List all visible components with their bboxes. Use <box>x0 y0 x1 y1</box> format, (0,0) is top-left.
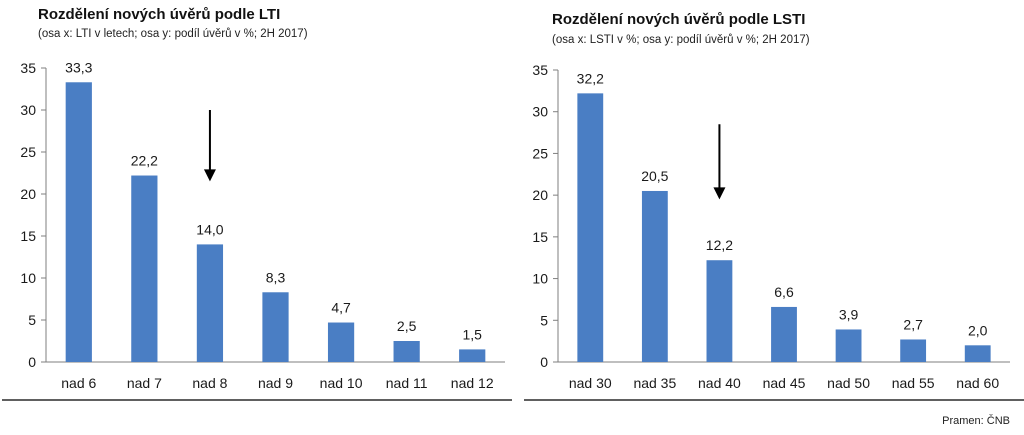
x-tick-label: nad 50 <box>827 375 870 391</box>
x-tick-label: nad 30 <box>569 375 612 391</box>
data-label: 4,7 <box>331 300 351 316</box>
bar <box>196 244 224 362</box>
data-label: 2,5 <box>397 318 417 334</box>
x-tick-label: nad 7 <box>127 375 162 391</box>
bar <box>706 260 733 362</box>
bar <box>641 190 668 362</box>
bar <box>900 339 927 362</box>
y-tick-label: 20 <box>532 187 548 203</box>
x-tick-label: nad 40 <box>698 375 741 391</box>
y-tick-label: 30 <box>532 104 548 120</box>
bar-chart-lsti: 0 5 10 15 20 25 30 35 32,2 nad 30 20,5 nad 35 12,2 na… <box>524 62 1024 401</box>
bar <box>393 341 420 362</box>
y-tick-label: 15 <box>532 229 548 245</box>
y-tick-label: 30 <box>20 102 36 118</box>
data-label: 33,3 <box>65 59 92 75</box>
y-tick-label: 0 <box>28 354 36 370</box>
chart-panel-lsti: Rozdělení nových úvěrů podle LSTI (osa x… <box>512 0 1024 410</box>
data-label: 8,3 <box>266 269 286 285</box>
x-tick-label: nad 11 <box>386 375 428 391</box>
data-label: 2,0 <box>968 322 988 338</box>
y-tick-label: 20 <box>20 186 36 202</box>
data-label: 32,2 <box>577 70 604 86</box>
arrow-head-icon <box>203 169 216 182</box>
y-tick-label: 35 <box>20 60 36 76</box>
y-tick-label: 10 <box>532 271 548 287</box>
x-tick-label: nad 35 <box>633 375 676 391</box>
y-tick-label: 35 <box>532 62 548 78</box>
bar <box>835 329 862 362</box>
chart-panel-lti: Rozdělení nových úvěrů podle LTI (osa x:… <box>0 0 512 410</box>
bar <box>262 292 289 362</box>
chart-title: Rozdělení nových úvěrů podle LTI <box>38 6 281 23</box>
data-label: 20,5 <box>641 168 668 184</box>
y-tick-label: 25 <box>20 144 36 160</box>
x-tick-label: nad 60 <box>956 375 999 391</box>
y-tick-label: 0 <box>540 354 548 370</box>
data-label: 22,2 <box>131 153 158 169</box>
x-tick-label: nad 6 <box>61 375 96 391</box>
chart-subtitle: (osa x: LSTI v %; osa y: podíl úvěrů v %… <box>552 34 810 46</box>
bar <box>964 345 991 362</box>
x-tick-label: nad 8 <box>192 375 227 391</box>
chart-title: Rozdělení nových úvěrů podle LSTI <box>552 11 806 28</box>
bar <box>771 306 797 362</box>
y-tick-label: 5 <box>28 312 36 328</box>
bar <box>65 82 92 362</box>
bar <box>327 322 355 362</box>
y-tick-label: 25 <box>532 145 548 161</box>
data-label: 2,7 <box>903 316 923 332</box>
arrow-head-icon <box>713 187 726 200</box>
data-label: 3,9 <box>839 306 859 322</box>
x-tick-label: nad 9 <box>258 375 293 391</box>
x-tick-label: nad 45 <box>763 375 806 391</box>
data-label: 6,6 <box>774 284 794 300</box>
bar <box>577 93 604 363</box>
y-tick-label: 10 <box>20 270 36 286</box>
y-tick-label: 5 <box>540 312 548 328</box>
bar <box>459 349 486 362</box>
y-tick-label: 15 <box>20 228 36 244</box>
source-note: Pramen: ČNB <box>942 415 1010 427</box>
data-label: 1,5 <box>462 326 482 342</box>
chart-subtitle: (osa x: LTI v letech; osa y: podíl úvěrů… <box>38 28 308 40</box>
x-tick-label: nad 12 <box>451 375 494 391</box>
bar-chart-lti: 0 5 10 15 20 25 30 35 33,3 nad 6 22,2 nad 7 14,0 nad … <box>2 59 512 401</box>
data-label: 12,2 <box>706 237 733 253</box>
bar <box>131 175 158 362</box>
x-tick-label: nad 55 <box>892 375 935 391</box>
data-label: 14,0 <box>196 221 223 237</box>
x-tick-label: nad 10 <box>320 375 363 391</box>
